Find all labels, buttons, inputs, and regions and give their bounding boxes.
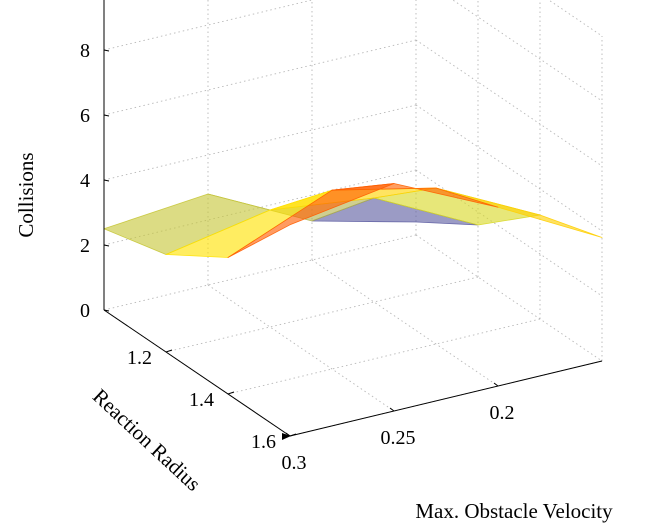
x-tick-mark (493, 382, 499, 387)
x-axis-title: Max. Obstacle Velocity (415, 499, 613, 523)
grid-line-z-side-0 (415, 234, 603, 362)
grid-line-y-floor-1 (227, 318, 541, 395)
z-tick-label: 2 (80, 235, 90, 257)
y-axis-line (103, 309, 291, 437)
y-tick-mark (165, 349, 173, 353)
z-tick-label: 6 (80, 105, 90, 127)
axes: 02468101.21.41.60.30.250.2 (80, 0, 603, 474)
grid-line-z-back-4 (103, 0, 314, 51)
x-tick-mark (389, 407, 395, 412)
y-tick-label: 1.6 (251, 431, 276, 453)
z-tick-mark (103, 179, 110, 182)
axis-corner-arrow (282, 433, 291, 440)
grid-line-z-side-5 (548, 0, 603, 37)
x-tick-label: 0.25 (381, 427, 416, 449)
surface-facet-r0-c0 (227, 183, 395, 258)
z-tick-label: 0 (80, 300, 90, 322)
z-tick-mark (103, 49, 110, 52)
grid-line-z-side-4 (452, 0, 603, 102)
grid-line-z-side-1 (415, 169, 603, 297)
surface-plot (103, 183, 603, 258)
x-tick-label: 0.2 (490, 402, 515, 424)
grid-line-z-side-3 (415, 39, 603, 167)
x-tick-label: 0.3 (282, 452, 307, 474)
grid-line-x-floor-2 (311, 259, 499, 387)
grid-line-z-back-3 (103, 39, 417, 116)
z-tick-label: 8 (80, 40, 90, 62)
y-tick-label: 1.4 (189, 389, 214, 411)
grid-line-z-side-2 (415, 104, 603, 232)
z-tick-label: 4 (80, 170, 90, 192)
y-axis-title: Reaction Radius (88, 384, 205, 496)
x-tick-mark (285, 432, 291, 437)
grid-line-x-floor-1 (207, 284, 395, 412)
y-tick-mark (289, 433, 297, 437)
z-axis-title: Collisions (14, 152, 38, 237)
x-axis-line (289, 360, 603, 437)
z-tick-mark (103, 114, 110, 117)
z-tick-mark (103, 244, 110, 247)
z-tick-mark (103, 309, 110, 312)
y-tick-label: 1.2 (127, 347, 152, 369)
grid-line-z-back-2 (103, 104, 417, 181)
y-tick-mark (227, 391, 235, 395)
